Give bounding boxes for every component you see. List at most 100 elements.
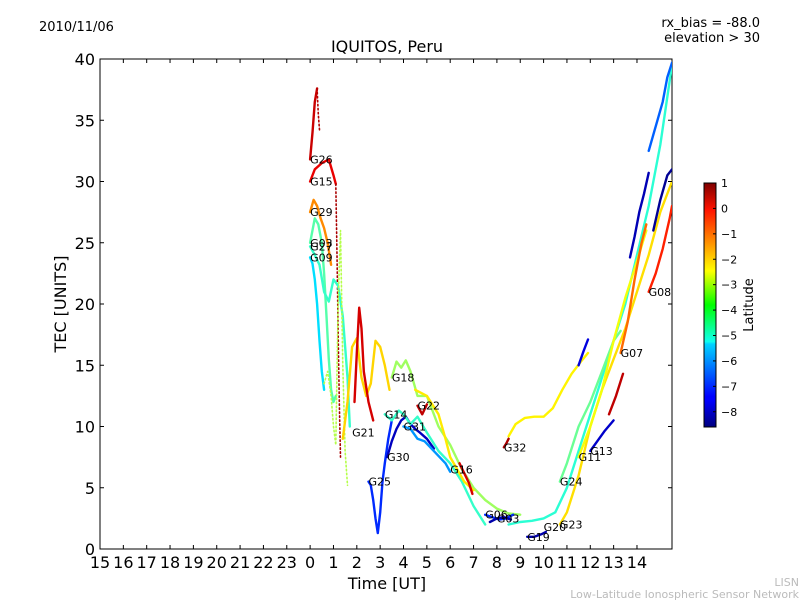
sat-label-G15: G15 bbox=[310, 176, 333, 189]
x-tick-label: 15 bbox=[90, 553, 110, 572]
x-tick-label: 23 bbox=[277, 553, 297, 572]
colorbar-tick-label: 0 bbox=[721, 202, 728, 215]
series-G32-main bbox=[507, 351, 590, 438]
sat-label-G14: G14 bbox=[385, 408, 408, 421]
sat-label-G24: G24 bbox=[560, 476, 583, 489]
series-layer bbox=[308, 61, 672, 538]
series-G06 bbox=[484, 513, 515, 521]
series-G08-blue bbox=[652, 168, 672, 232]
x-tick-label: 21 bbox=[230, 553, 250, 572]
colorbar-ticks: 1 0 −1 −2 −3 −4 −5 −6 −7 −8 bbox=[713, 177, 737, 419]
sat-label-G07: G07 bbox=[621, 347, 644, 360]
elevation-label: elevation > 30 bbox=[664, 31, 760, 46]
x-tick-label: 1 bbox=[328, 553, 338, 572]
sat-label-G23: G23 bbox=[560, 519, 583, 532]
colorbar-tick-label: −2 bbox=[721, 253, 737, 266]
x-tick-label: 6 bbox=[445, 553, 455, 572]
sat-label-G13: G13 bbox=[590, 445, 613, 458]
sat-label-G31: G31 bbox=[404, 421, 427, 434]
series-G25 bbox=[367, 419, 393, 535]
series-G26-tail bbox=[316, 87, 321, 131]
series-G09 bbox=[308, 256, 326, 391]
sat-label-G29: G29 bbox=[310, 206, 333, 219]
sat-label-G18: G18 bbox=[392, 372, 415, 385]
y-tick-label: 10 bbox=[75, 418, 95, 437]
x-tick-label: 10 bbox=[533, 553, 553, 572]
series-G16-red bbox=[458, 462, 474, 496]
sat-label-G25: G25 bbox=[368, 476, 391, 489]
series-G18 bbox=[390, 359, 522, 516]
series-G32 bbox=[502, 437, 510, 449]
series-G22 bbox=[416, 403, 429, 416]
series-G03b bbox=[488, 515, 513, 524]
series-G29 bbox=[308, 198, 333, 266]
series-G21-red bbox=[353, 306, 375, 422]
x-tick-label: 3 bbox=[375, 553, 385, 572]
x-tick-label: 22 bbox=[253, 553, 273, 572]
series-G23 bbox=[558, 180, 672, 526]
series-G13 bbox=[589, 419, 615, 453]
chart-title: IQUITOS, Peru bbox=[331, 37, 443, 56]
series-G26 bbox=[308, 87, 319, 161]
y-tick-label: 40 bbox=[75, 50, 95, 69]
date-label: 2010/11/06 bbox=[39, 20, 114, 35]
colorbar-tick-label: 1 bbox=[721, 177, 728, 190]
y-axis-label: TEC [UNITS] bbox=[51, 256, 70, 354]
sat-label-G03b: G03 bbox=[497, 512, 520, 525]
y-tick-label: 30 bbox=[75, 173, 95, 192]
x-tick-label: 16 bbox=[113, 553, 133, 572]
y-tick-label: 35 bbox=[75, 111, 95, 130]
series-G16 bbox=[414, 388, 475, 492]
series-G27 bbox=[308, 245, 351, 428]
sat-label-G21: G21 bbox=[352, 427, 375, 440]
x-tick-label: 13 bbox=[603, 553, 623, 572]
sat-label-G20: G20 bbox=[544, 521, 567, 534]
sat-label-G27: G27 bbox=[310, 240, 333, 253]
colorbar-tick-label: −1 bbox=[721, 228, 737, 241]
y-tick-label: 5 bbox=[85, 479, 95, 498]
series-G09-green bbox=[323, 229, 349, 487]
series-G32-blue bbox=[577, 338, 590, 367]
sat-label-G08: G08 bbox=[649, 286, 672, 299]
x-tick-label: 20 bbox=[207, 553, 227, 572]
series-G20 bbox=[507, 63, 672, 526]
sat-label-G11: G11 bbox=[579, 451, 602, 464]
colorbar-tick-label: −8 bbox=[721, 406, 737, 419]
series-G08 bbox=[647, 204, 672, 293]
rx-bias-label: rx_bias = -88.0 bbox=[661, 16, 760, 31]
series-G15-drop bbox=[334, 183, 342, 458]
sat-label-G16: G16 bbox=[450, 463, 473, 476]
x-axis: 15 16 17 18 19 20 21 22 23 0 1 2 3 4 5 6 7 8 9 10 11 12 13 14 bbox=[90, 59, 647, 572]
x-tick-label: 19 bbox=[183, 553, 203, 572]
y-axis: 0 5 10 15 20 25 30 35 40 bbox=[75, 50, 672, 559]
x-axis-label: Time [UT] bbox=[347, 574, 426, 593]
colorbar-label: Latitude bbox=[742, 278, 757, 332]
x-tick-label: 7 bbox=[468, 553, 478, 572]
series-G08-cyan bbox=[647, 61, 672, 153]
y-tick-label: 15 bbox=[75, 356, 95, 375]
sat-label-G06: G06 bbox=[485, 509, 508, 522]
series-G15 bbox=[308, 158, 337, 186]
x-tick-label: 4 bbox=[398, 553, 408, 572]
series-G19 bbox=[526, 530, 548, 538]
series-G07 bbox=[619, 223, 648, 355]
series-G14 bbox=[383, 409, 487, 526]
sat-label-G09: G09 bbox=[310, 251, 333, 264]
x-tick-label: 14 bbox=[627, 553, 647, 572]
x-tick-label: 18 bbox=[160, 553, 180, 572]
colorbar-tick-label: −3 bbox=[721, 279, 737, 292]
x-tick-label: 11 bbox=[557, 553, 577, 572]
colorbar-tick-label: −4 bbox=[721, 304, 737, 317]
sat-label-G26: G26 bbox=[310, 153, 333, 166]
sat-label-G32: G32 bbox=[504, 441, 527, 454]
colorbar-tick-label: −7 bbox=[721, 380, 737, 393]
series-G07-blue bbox=[628, 171, 650, 259]
sat-label-G19: G19 bbox=[527, 531, 550, 544]
sat-label-G22: G22 bbox=[418, 400, 441, 413]
footer-org-short: LISN bbox=[774, 576, 799, 589]
sat-label-G30: G30 bbox=[387, 451, 410, 464]
footer-org-long: Low-Latitude Ionospheric Sensor Network bbox=[570, 588, 799, 600]
x-tick-label: 5 bbox=[422, 553, 432, 572]
